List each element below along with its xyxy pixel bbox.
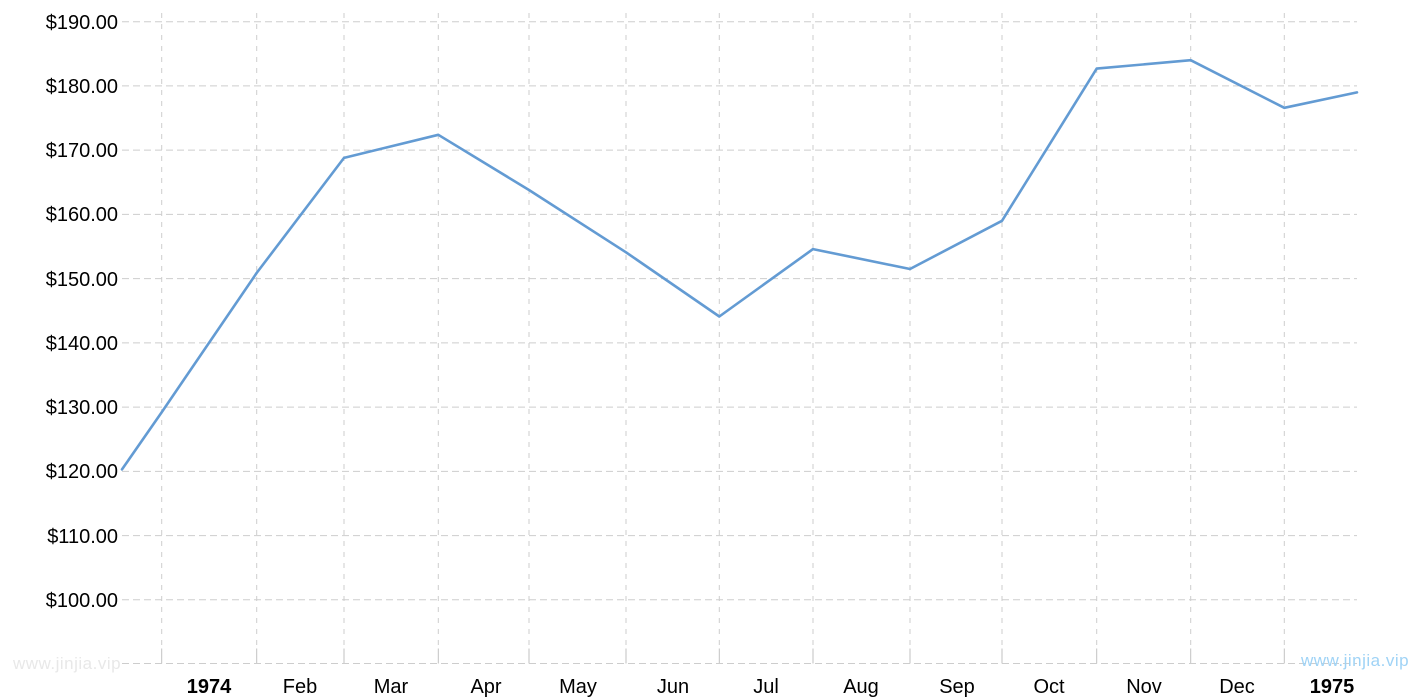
y-axis-label: $180.00 [45, 75, 118, 98]
y-axis-label: $100.00 [45, 589, 118, 612]
x-axis-label: Sep [939, 676, 975, 698]
x-axis-label: Mar [373, 676, 409, 698]
y-axis-label: $160.00 [45, 204, 118, 227]
x-axis-label: Feb [282, 676, 318, 698]
y-axis-label: $140.00 [45, 332, 118, 355]
y-axis-label: $190.00 [45, 11, 118, 34]
x-axis-label: Dec [1219, 676, 1255, 698]
watermark-bottom-right: www.jinjia.vip [1301, 651, 1410, 670]
y-axis-label: $130.00 [45, 397, 118, 420]
x-axis-label: Apr [470, 676, 502, 698]
y-axis-label: $170.00 [45, 140, 118, 163]
x-axis-label: May [559, 676, 597, 698]
watermark-bottom-left: www.jinjia.vip [13, 654, 122, 673]
y-axis-label: $110.00 [47, 525, 118, 548]
x-axis-label: Nov [1126, 676, 1162, 698]
y-axis-label: $120.00 [45, 461, 118, 484]
x-axis-label: 1974 [186, 676, 232, 698]
x-axis-label: Jul [753, 676, 779, 698]
y-axis-label: $150.00 [45, 268, 118, 291]
x-axis-label: 1975 [1309, 676, 1355, 698]
price-line [120, 58, 1359, 471]
x-axis-label: Jun [656, 676, 690, 698]
x-axis-label: Aug [843, 676, 879, 698]
x-axis-label: Oct [1033, 676, 1065, 698]
